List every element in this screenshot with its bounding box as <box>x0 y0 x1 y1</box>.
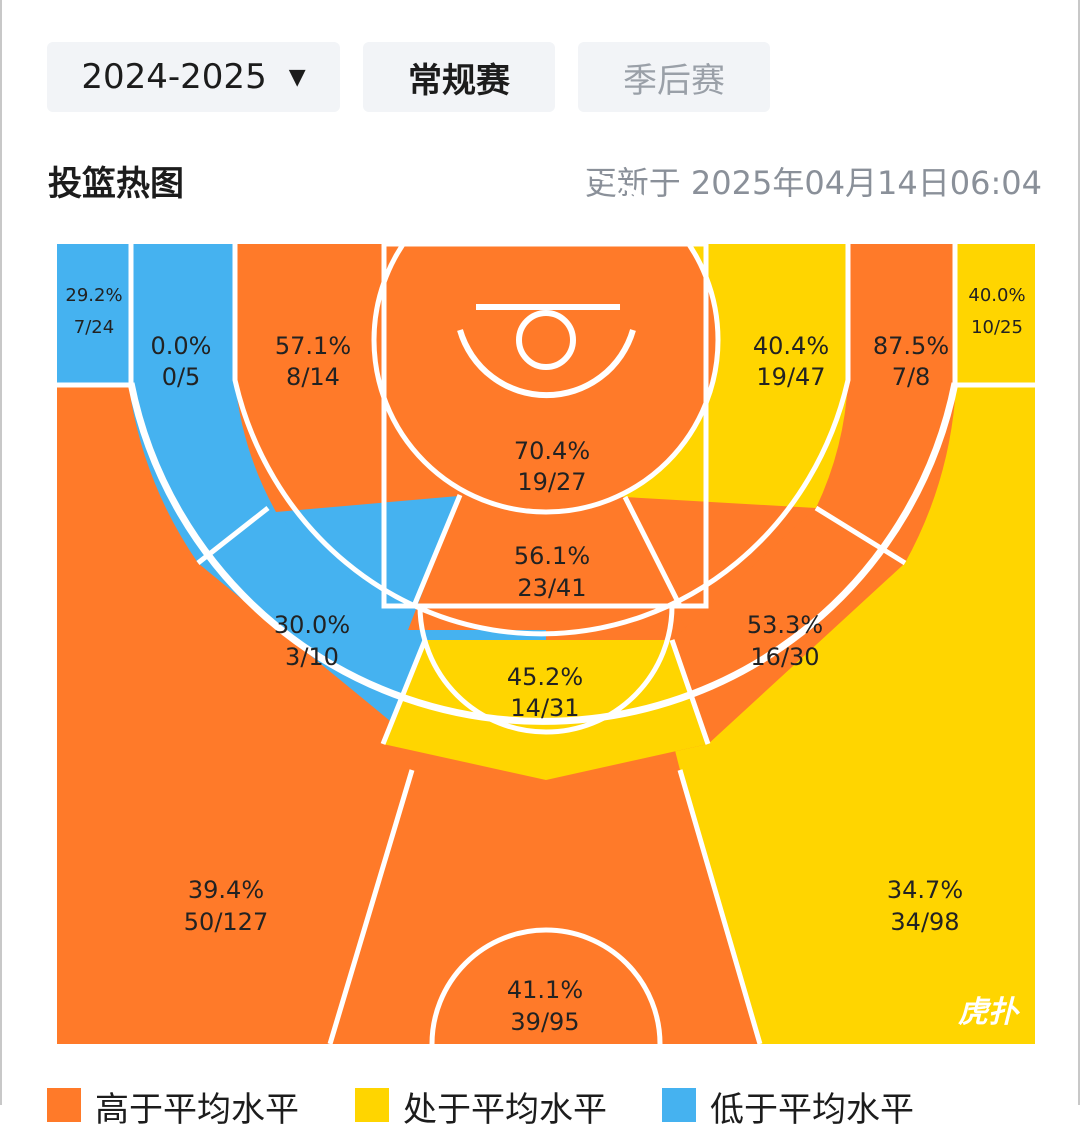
legend-label-below: 低于平均水平 <box>710 1090 914 1130</box>
season-dropdown[interactable]: 2024-2025 ▼ <box>47 42 340 112</box>
legend-swatch-above <box>47 1088 81 1122</box>
zone-label-count: 16/30 <box>750 643 819 671</box>
zone-label-count: 7/8 <box>892 363 931 391</box>
zone-right-corner-three[interactable] <box>961 244 1035 383</box>
legend-item-above: 高于平均水平 <box>47 1082 299 1142</box>
zone-label-count: 19/47 <box>756 363 825 391</box>
zone-label-pct: 57.1% <box>275 332 351 360</box>
zone-label-pct: 41.1% <box>507 976 583 1004</box>
zone-restricted-area[interactable] <box>374 168 718 512</box>
court-lines <box>57 165 1035 1045</box>
tab-regular-season[interactable]: 常规赛 <box>363 42 555 112</box>
tab-playoffs[interactable]: 季后赛 <box>578 42 770 112</box>
legend-swatch-below <box>662 1088 696 1122</box>
frame-edge-right <box>1078 0 1080 1105</box>
zone-label-count: 0/5 <box>162 363 201 391</box>
zone-label-count: 19/27 <box>517 468 586 496</box>
zone-label-pct: 29.2% <box>65 285 122 306</box>
updated-timestamp: 更新于 2025年04月14日06:04 <box>584 164 1042 202</box>
zone-top-mid-range[interactable] <box>383 640 708 780</box>
zone-top-three[interactable] <box>330 770 760 1044</box>
legend-swatch-average <box>355 1088 389 1122</box>
legend-item-average: 处于平均水平 <box>355 1082 607 1142</box>
zone-paint-non-restricted[interactable] <box>408 495 686 630</box>
zone-label-pct: 0.0% <box>151 332 212 360</box>
zone-label-pct: 70.4% <box>514 437 590 465</box>
chevron-down-icon: ▼ <box>288 64 306 90</box>
zone-label-pct: 87.5% <box>873 332 949 360</box>
tab-playoffs-label: 季后赛 <box>623 60 725 101</box>
zone-right-mid-wing[interactable] <box>672 508 905 744</box>
zone-label-count: 14/31 <box>510 694 579 722</box>
legend-label-above: 高于平均水平 <box>95 1090 299 1130</box>
zone-label-count: 3/10 <box>285 643 339 671</box>
zone-label-count: 34/98 <box>890 908 959 936</box>
zone-label-pct: 53.3% <box>747 611 823 639</box>
frame-edge-left <box>0 0 2 1105</box>
zone-label-count: 50/127 <box>184 908 268 936</box>
zone-label-count: 10/25 <box>971 317 1023 338</box>
season-value: 2024-2025 <box>81 57 267 97</box>
zone-label-pct: 30.0% <box>274 611 350 639</box>
legend-item-below: 低于平均水平 <box>662 1082 914 1142</box>
legend-label-average: 处于平均水平 <box>403 1090 607 1130</box>
zone-label-count: 7/24 <box>74 317 114 338</box>
zone-label-pct: 56.1% <box>514 542 590 570</box>
zone-label-count: 8/14 <box>286 363 340 391</box>
zone-left-corner-three[interactable] <box>57 244 131 383</box>
zone-label-pct: 40.0% <box>968 285 1025 306</box>
zone-label-count: 23/41 <box>517 574 586 602</box>
watermark-logo: 虎扑 <box>958 995 1020 1030</box>
zone-label-pct: 45.2% <box>507 663 583 691</box>
zone-label-pct: 40.4% <box>753 332 829 360</box>
zone-label-pct: 34.7% <box>887 876 963 904</box>
section-title: 投篮热图 <box>48 164 184 204</box>
tab-regular-season-label: 常规赛 <box>408 60 510 101</box>
zone-label-count: 39/95 <box>510 1008 579 1036</box>
shot-heatmap-court: 29.2% 7/24 0.0% 0/5 57.1% 8/14 70.4% 19/… <box>57 165 1035 1045</box>
zone-label-pct: 39.4% <box>188 876 264 904</box>
